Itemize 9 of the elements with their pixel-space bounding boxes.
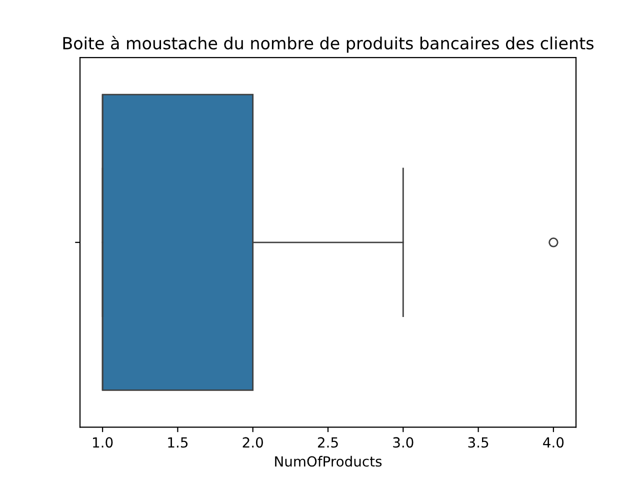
- x-tick-label: 1.0: [93, 437, 113, 448]
- x-tick-label: 2.0: [242, 437, 263, 448]
- x-tick-label: 3.5: [468, 437, 488, 448]
- x-tick-label: 4.0: [543, 437, 564, 448]
- x-tick-label: 2.5: [318, 437, 338, 448]
- x-axis-title: NumOfProducts: [275, 456, 382, 467]
- x-tick-label: 1.5: [168, 437, 188, 448]
- x-tick-label: 3.0: [393, 437, 414, 448]
- chart-title: Boite à moustache du nombre de produits bancaires des clients: [63, 36, 594, 53]
